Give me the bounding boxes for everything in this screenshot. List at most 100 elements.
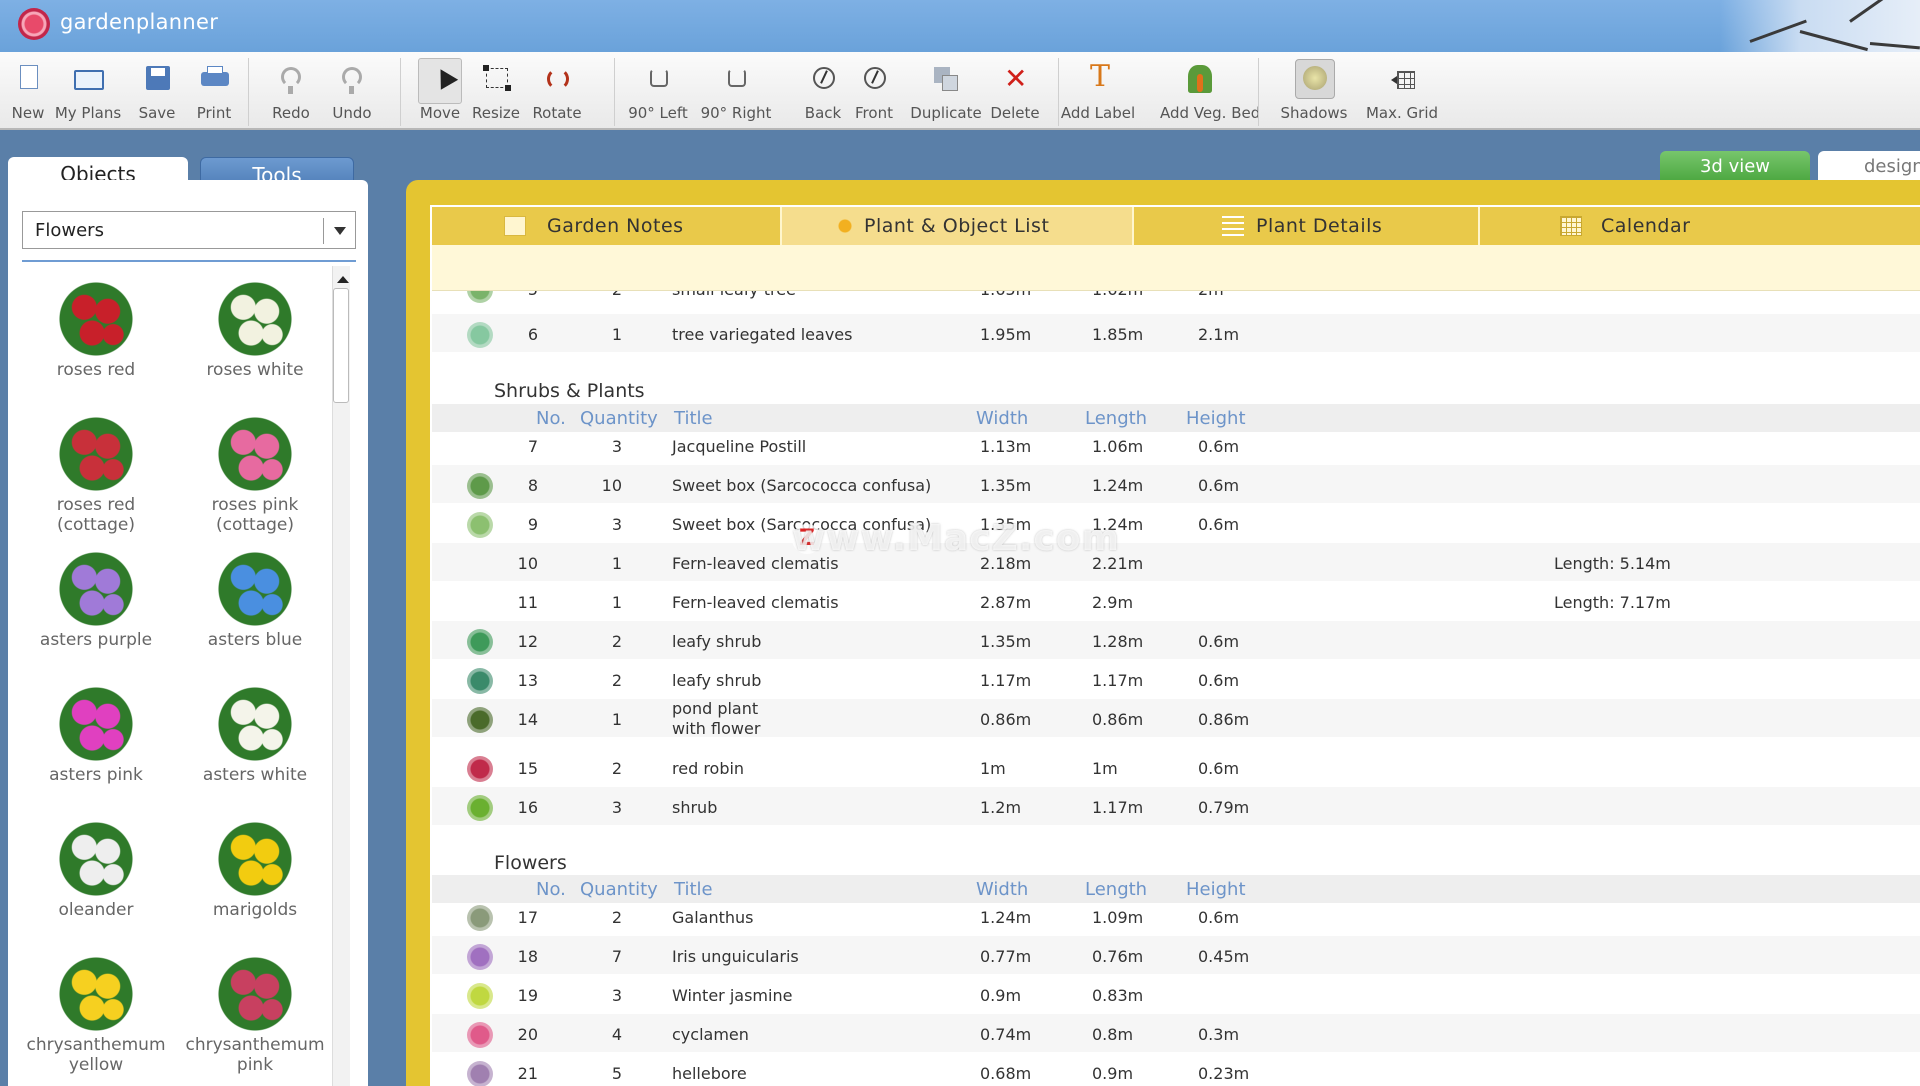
object-tile-chrysanthemum-yellow[interactable]: chrysanthemum yellow [16,955,176,1075]
rotate-button[interactable]: Rotate [517,58,597,126]
tab-design[interactable]: design [1818,151,1920,183]
object-tile-chrysanthemum-pink[interactable]: chrysanthemum pink [175,955,335,1075]
table-row[interactable]: 18 7 Iris unguicularis 0.77m 0.76m 0.45m [432,936,1920,974]
cell-length: 1.24m [1092,476,1144,495]
cell-no: 7 [527,437,538,456]
toolbar-button-label: Delete [990,104,1040,122]
table-header: No. Quantity Title Width Length Height [432,875,1920,903]
app-name: gardenplanner [60,10,219,34]
watermark: www.MacZ.com [792,518,1120,559]
object-tile-asters-pink[interactable]: asters pink [16,685,176,785]
tab-3d-view[interactable]: 3d view [1660,151,1810,183]
cell-title: hellebore [672,1064,747,1083]
column-header-qty[interactable]: Quantity [580,408,658,429]
cell-no: 17 [517,908,538,927]
redo-button[interactable]: Redo [251,58,331,126]
chevron-down-icon[interactable] [323,218,355,244]
cell-width: 0.9m [980,986,1022,1005]
table-row[interactable]: 15 2 red robin 1m 1m 0.6m [432,748,1920,786]
sun-icon [834,216,856,236]
column-header-length[interactable]: Length [1085,408,1148,429]
object-tile-asters-purple[interactable]: asters purple [16,550,176,650]
tab-label: Plant & Object List [864,215,1050,237]
cell-length: 1.09m [1092,908,1144,927]
object-tile-oleander[interactable]: oleander [16,820,176,920]
column-header-length[interactable]: Length [1085,879,1148,900]
table-row[interactable]: 17 2 Galanthus 1.24m 1.09m 0.6m [432,897,1920,935]
column-header-height[interactable]: Height [1186,408,1246,429]
cell-height: 0.6m [1198,476,1240,495]
add-veg-bed-button[interactable]: Add Veg. Bed [1160,58,1260,126]
max-grid-button[interactable]: Max. Grid [1362,58,1442,126]
cell-no: 8 [527,476,538,495]
column-header-qty[interactable]: Quantity [580,879,658,900]
table-row[interactable]: 16 3 shrub 1.2m 1.17m 0.79m [432,787,1920,825]
object-tile-marigolds[interactable]: marigolds [175,820,335,920]
scrollbar-thumb[interactable] [333,288,349,403]
tab-garden-notes[interactable]: Garden Notes [432,207,780,245]
duplicate-button[interactable]: Duplicate [906,58,986,126]
object-tile-roses-red[interactable]: roses red [16,280,176,380]
column-header-no[interactable]: No. [536,879,566,900]
table-row[interactable]: 19 3 Winter jasmine 0.9m 0.83m [432,975,1920,1013]
table-row[interactable]: 14 1 pond plant with flower 0.86m 0.86m 0.86m [432,699,1920,738]
cell-height: 0.3m [1198,1025,1240,1044]
scroll-up-icon[interactable] [337,270,349,283]
table-row[interactable]: 11 1 Fern-leaved clematis 2.87m 2.9m Length: … [432,582,1920,620]
new-button[interactable]: New [0,58,68,126]
category-dropdown[interactable]: Flowers [22,211,356,249]
toolbar-button-label: 90° Left [628,104,688,122]
tab-plant-object-list[interactable]: Plant & Object List [780,207,1132,245]
90-left-button[interactable]: 90° Left [618,58,698,126]
90-right-button[interactable]: 90° Right [696,58,776,126]
toolbar-separator [1258,58,1259,126]
front-button[interactable]: Front [834,58,914,126]
tab-separator [1478,207,1480,245]
print-button[interactable]: Print [174,58,254,126]
watermark-logo-icon: Z [792,524,822,554]
rotate-icon [540,62,574,96]
table-row[interactable]: 20 4 cyclamen 0.74m 0.8m 0.3m [432,1014,1920,1052]
table-row[interactable]: 10 1 Fern-leaved clematis 2.18m 2.21m Length:… [432,543,1920,581]
scrollbar[interactable] [332,266,350,1086]
delete-button[interactable]: ✕ Delete [975,58,1055,126]
column-header-height[interactable]: Height [1186,879,1246,900]
column-header-width[interactable]: Width [976,408,1029,429]
undo-button[interactable]: Undo [312,58,392,126]
column-header-width[interactable]: Width [976,879,1029,900]
object-tile-roses-red-cottage[interactable]: roses red (cottage) [16,415,176,535]
object-tile-roses-pink-cottage[interactable]: roses pink (cottage) [175,415,335,535]
cell-width: 1.35m [980,476,1032,495]
object-tile-asters-white[interactable]: asters white [175,685,335,785]
flower-thumbnail-icon [216,550,294,628]
table-row[interactable]: 6 1 tree variegated leaves 1.95m 1.85m 2.1m [432,314,1920,352]
flower-thumbnail-icon [216,955,294,1033]
table-row[interactable]: 8 10 Sweet box (Sarcococca confusa) 1.35m 1.… [432,465,1920,503]
bring-front-icon [857,62,891,96]
cell-qty: 10 [601,476,622,495]
resize-button[interactable]: Resize [456,58,536,126]
tab-label: Garden Notes [547,215,684,237]
save-button[interactable]: Save [117,58,197,126]
add-label-button[interactable]: T Add Label [1058,58,1138,126]
column-header-title[interactable]: Title [674,879,713,900]
plant-thumbnail-icon [467,434,493,460]
tab-plant-details[interactable]: Plant Details [1132,207,1478,245]
table-row[interactable]: 21 5 hellebore 0.68m 0.9m 0.23m [432,1053,1920,1086]
shadows-button[interactable]: Shadows [1274,58,1354,126]
duplicate-icon [929,62,963,96]
my-plans-button[interactable]: My Plans [48,58,128,126]
column-header-title[interactable]: Title [674,408,713,429]
move-button[interactable]: Move [400,58,480,126]
table-row[interactable]: 12 2 leafy shrub 1.35m 1.28m 0.6m [432,621,1920,659]
delete-x-icon: ✕ [1004,62,1028,95]
column-header-no[interactable]: No. [536,408,566,429]
table-row[interactable]: 7 3 Jacqueline Postill 1.13m 1.06m 0.6m [432,426,1920,464]
tab-calendar[interactable]: Calendar [1478,207,1824,245]
object-tile-roses-white[interactable]: roses white [175,280,335,380]
cell-height: 0.86m [1198,710,1250,729]
back-button[interactable]: Back [783,58,863,126]
table-row[interactable]: 13 2 leafy shrub 1.17m 1.17m 0.6m [432,660,1920,698]
object-tile-asters-blue[interactable]: asters blue [175,550,335,650]
